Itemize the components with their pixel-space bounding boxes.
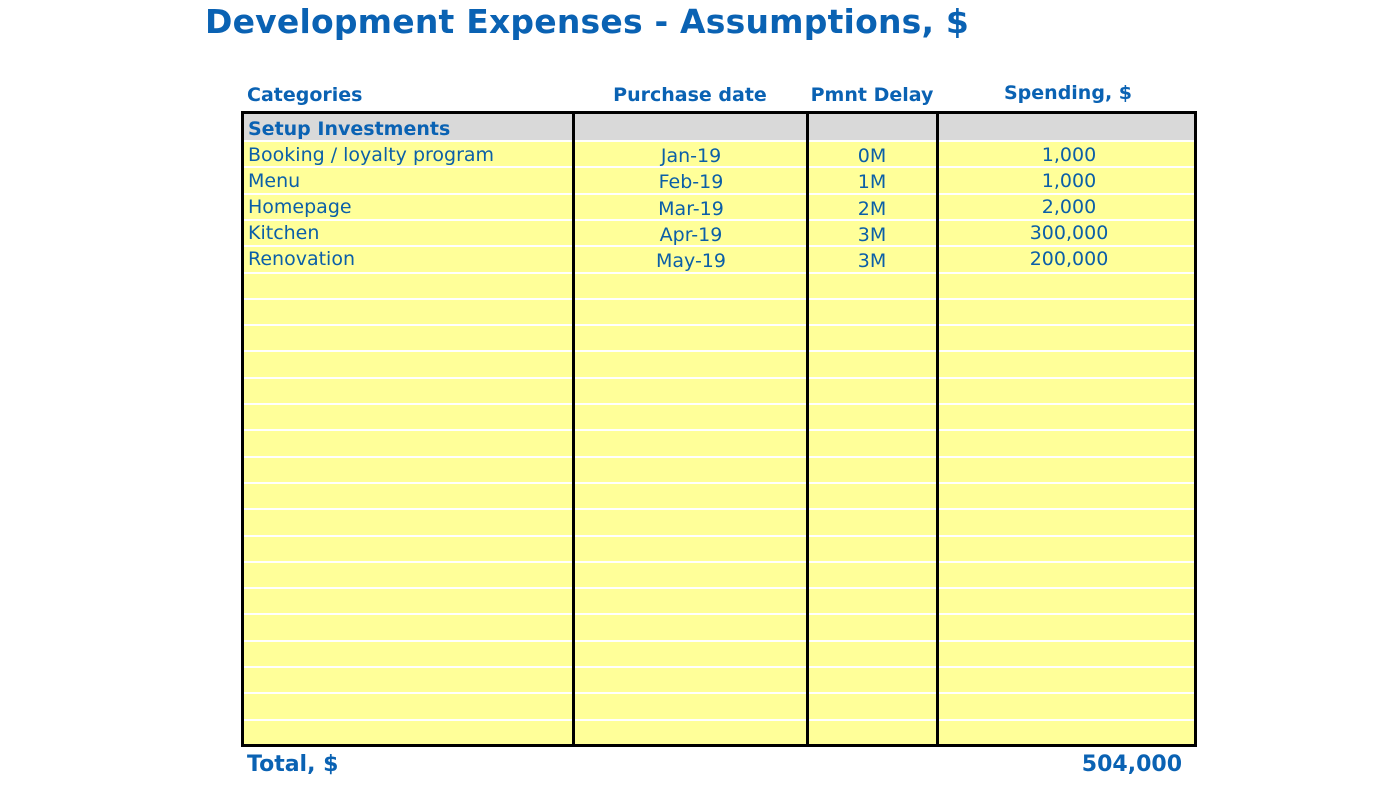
header-spending: Spending, $ (1004, 82, 1132, 104)
row-purchase-date[interactable]: Feb-19 (658, 171, 724, 193)
row-purchase-date[interactable]: Mar-19 (658, 198, 724, 220)
row-spending[interactable]: 1,000 (1041, 144, 1097, 166)
row-gridline (244, 193, 1194, 195)
column-separator (572, 114, 575, 744)
row-gridline (244, 561, 1194, 563)
row-gridline (244, 219, 1194, 221)
page-title: Development Expenses - Assumptions, $ (205, 2, 970, 41)
row-spending[interactable]: 2,000 (1041, 196, 1097, 218)
row-gridline (244, 613, 1194, 615)
row-category[interactable]: Homepage (248, 196, 352, 218)
row-gridline (244, 272, 1194, 274)
column-separator (936, 114, 939, 744)
header-pmnt-delay: Pmnt Delay (810, 84, 934, 106)
row-pmnt-delay[interactable]: 3M (857, 250, 887, 272)
header-purchase-date: Purchase date (613, 84, 767, 106)
row-gridline (244, 666, 1194, 668)
row-category[interactable]: Booking / loyalty program (248, 144, 495, 166)
row-pmnt-delay[interactable]: 1M (857, 171, 887, 193)
row-pmnt-delay[interactable]: 0M (857, 145, 887, 167)
row-spending[interactable]: 200,000 (1029, 248, 1109, 270)
section-label: Setup Investments (248, 118, 451, 140)
row-gridline (244, 692, 1194, 694)
total-value: 504,000 (1081, 752, 1182, 777)
expenses-table: Setup Investments Booking / loyalty prog… (241, 111, 1197, 747)
row-category[interactable]: Renovation (248, 248, 355, 270)
total-label: Total, $ (247, 752, 339, 777)
row-gridline (244, 350, 1194, 352)
row-gridline (244, 535, 1194, 537)
row-gridline (244, 482, 1194, 484)
section-header-row (244, 114, 1194, 141)
row-purchase-date[interactable]: May-19 (656, 250, 726, 272)
row-purchase-date[interactable]: Apr-19 (659, 224, 723, 246)
row-gridline (244, 166, 1194, 168)
row-gridline (244, 719, 1194, 721)
row-pmnt-delay[interactable]: 2M (857, 198, 887, 220)
row-spending[interactable]: 300,000 (1029, 222, 1109, 244)
row-category[interactable]: Kitchen (248, 222, 320, 244)
row-gridline (244, 403, 1194, 405)
row-gridline (244, 377, 1194, 379)
row-gridline (244, 640, 1194, 642)
row-gridline (244, 140, 1194, 142)
header-categories: Categories (247, 84, 363, 106)
row-gridline (244, 429, 1194, 431)
row-gridline (244, 508, 1194, 510)
row-gridline (244, 298, 1194, 300)
row-purchase-date[interactable]: Jan-19 (660, 145, 722, 167)
row-gridline (244, 245, 1194, 247)
row-gridline (244, 456, 1194, 458)
row-spending[interactable]: 1,000 (1041, 170, 1097, 192)
row-category[interactable]: Menu (248, 170, 301, 192)
row-pmnt-delay[interactable]: 3M (857, 224, 887, 246)
row-gridline (244, 324, 1194, 326)
column-separator (806, 114, 809, 744)
row-gridline (244, 587, 1194, 589)
